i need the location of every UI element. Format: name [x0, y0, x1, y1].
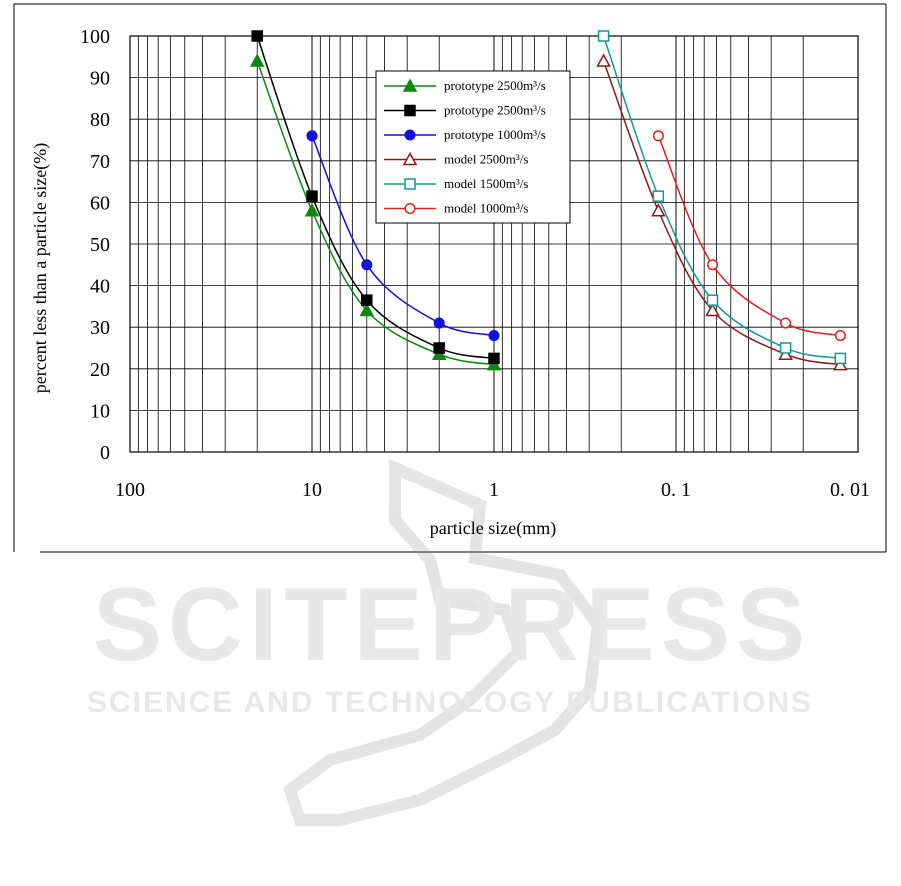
- watermark-title: SCITEPRESS: [93, 567, 812, 683]
- series-5-point: [597, 30, 610, 42]
- plot-border: [129, 35, 859, 453]
- legend-label: prototype 2500m³/s: [444, 78, 546, 93]
- series-2-point: [433, 342, 445, 354]
- legend-item: model 1500m³/s: [384, 176, 528, 191]
- series-3-line: [311, 135, 495, 337]
- x-tick-label: 0. 01: [830, 479, 870, 501]
- y-tick-label: 40: [90, 276, 110, 298]
- y-tick-label: 0: [100, 442, 110, 464]
- series-2-point: [306, 190, 318, 202]
- series-2: [251, 30, 500, 365]
- legend-swatch-marker: [404, 178, 416, 190]
- legend-label: model 1000m³/s: [444, 201, 528, 216]
- legend-label: prototype 2500m³/s: [444, 103, 546, 118]
- series-5-point: [834, 352, 847, 365]
- legend-swatch-marker: [404, 129, 416, 141]
- series-6-point: [780, 317, 792, 329]
- series-3-point: [433, 317, 445, 329]
- series-4-line: [602, 60, 841, 366]
- y-tick-label: 20: [90, 359, 110, 381]
- watermark-subtitle: SCIENCE AND TECHNOLOGY PUBLICATIONS: [87, 686, 813, 719]
- legend-label: prototype 1000m³/s: [444, 127, 546, 142]
- y-tick-label: 10: [90, 400, 110, 422]
- series-1-line: [256, 60, 495, 366]
- x-axis-label: particle size(mm): [430, 518, 556, 539]
- series-6-point: [706, 259, 719, 271]
- x-tick-label: 100: [115, 479, 145, 501]
- x-axis-ticks: 100 10 1 0. 1 0. 01: [115, 479, 870, 501]
- y-tick-label: 90: [90, 68, 110, 90]
- series-1-point: [249, 53, 265, 67]
- legend-item: model 2500m³/s: [384, 152, 528, 167]
- series-6-point: [652, 130, 664, 142]
- series-5: [597, 30, 847, 365]
- series-2-point: [488, 352, 500, 365]
- series-6-line: [657, 135, 841, 337]
- series-2-point: [361, 294, 373, 306]
- series-3-point: [306, 130, 318, 142]
- x-tick-label: 0. 1: [661, 479, 691, 501]
- legend-item: prototype 1000m³/s: [384, 127, 546, 142]
- legend-item: prototype 2500m³/s: [384, 103, 546, 118]
- x-tick-label: 10: [302, 479, 322, 501]
- y-tick-label: 100: [80, 26, 110, 48]
- legend-swatch-marker: [404, 202, 416, 215]
- series-6-point: [834, 329, 846, 342]
- series-5-line: [602, 35, 841, 360]
- series-6: [652, 130, 846, 342]
- legend-swatch-marker: [402, 151, 418, 166]
- legend-item: model 1000m³/s: [384, 201, 528, 216]
- series-5-point: [706, 294, 719, 306]
- legend-box: [375, 70, 571, 224]
- series-1-point: [304, 203, 320, 217]
- watermark: SCITEPRESS SCIENCE AND TECHNOLOGY PUBLIC…: [87, 458, 813, 826]
- series-3-point: [488, 329, 500, 342]
- series-3: [306, 130, 500, 342]
- series-1-point: [359, 302, 375, 317]
- series-3-point: [361, 259, 373, 271]
- legend-swatch-marker: [402, 78, 418, 92]
- series-4-point: [651, 203, 666, 217]
- series-5-point: [652, 190, 665, 202]
- series-5-point: [779, 342, 792, 354]
- y-axis-ticks: 0 10 20 30 40 50 60 70 80 90 100: [80, 26, 110, 464]
- series-4: [596, 53, 848, 371]
- watermark-logo-icon: [282, 458, 605, 826]
- series-group: [249, 30, 848, 371]
- legend-item: prototype 2500m³/s: [384, 78, 546, 93]
- y-tick-label: 30: [90, 317, 110, 339]
- y-axis-label: percent less than a particle size(%): [30, 143, 51, 393]
- y-tick-label: 80: [90, 109, 110, 131]
- legend-label: model 1500m³/s: [444, 176, 528, 191]
- x-tick-label: 1: [489, 479, 499, 501]
- series-4-point: [705, 302, 720, 317]
- legend-swatch-marker: [404, 104, 416, 117]
- series-4-point: [596, 53, 611, 67]
- series-2-point: [251, 30, 263, 42]
- y-tick-label: 50: [90, 234, 110, 256]
- y-tick-label: 60: [90, 192, 110, 214]
- legend: prototype 2500m³/s prototype 2500m³/s prot…: [375, 70, 571, 224]
- y-tick-label: 70: [90, 151, 110, 173]
- legend-label: model 2500m³/s: [444, 152, 528, 167]
